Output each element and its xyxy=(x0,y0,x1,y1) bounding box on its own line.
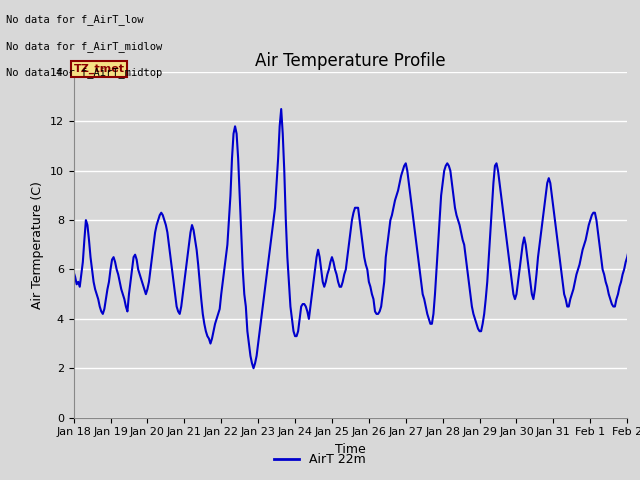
X-axis label: Time: Time xyxy=(335,443,366,456)
Y-axis label: Air Termperature (C): Air Termperature (C) xyxy=(31,181,44,309)
Text: No data for f_AirT_low: No data for f_AirT_low xyxy=(6,14,144,25)
Text: No data for f_AirT_midlow: No data for f_AirT_midlow xyxy=(6,41,163,52)
Legend: AirT 22m: AirT 22m xyxy=(269,448,371,471)
Title: Air Temperature Profile: Air Temperature Profile xyxy=(255,52,445,71)
Text: TZ_tmet: TZ_tmet xyxy=(74,64,125,74)
Text: No data for f_AirT_midtop: No data for f_AirT_midtop xyxy=(6,67,163,78)
